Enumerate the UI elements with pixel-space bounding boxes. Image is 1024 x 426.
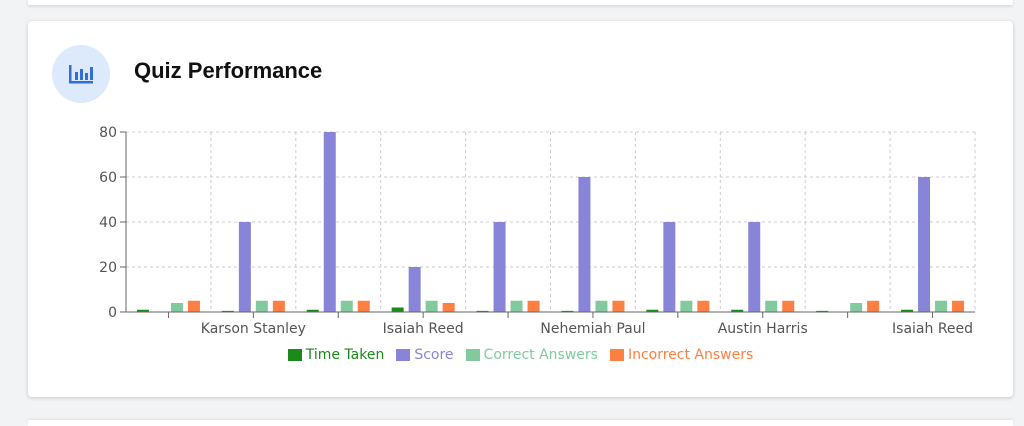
bar-time-taken [476, 310, 489, 312]
legend-label: Incorrect Answers [627, 347, 754, 363]
bar-incorrect-answers [272, 300, 285, 312]
legend-label: Time Taken [305, 347, 385, 363]
bar-time-taken [816, 310, 829, 312]
bar-incorrect-answers [442, 303, 455, 312]
legend-item[interactable]: Time Taken [287, 347, 385, 363]
y-tick-label: 0 [108, 305, 117, 321]
bar-incorrect-answers [867, 300, 880, 312]
quiz-performance-chart: 0 20 40 60 80 Karson Stanley Isaiah Reed Nehemi… [99, 125, 976, 337]
bar-score [748, 222, 761, 312]
bar-correct-answers [935, 300, 948, 312]
previous-card-edge [28, 0, 1013, 5]
bar-correct-answers [595, 300, 608, 312]
bar-correct-answers [680, 300, 693, 312]
bar-correct-answers [850, 303, 863, 312]
legend-item[interactable]: Score [396, 347, 454, 363]
bar-incorrect-answers [357, 300, 370, 312]
legend-swatch [465, 349, 480, 361]
bar-time-taken [561, 310, 574, 312]
bar-time-taken [646, 309, 659, 312]
bar-time-taken [731, 309, 744, 312]
y-tick-label: 40 [99, 215, 117, 231]
x-tick-label: Austin Harris [718, 321, 808, 337]
chart-legend: Time Taken Score Correct Answers Incorrect … [28, 347, 1013, 363]
y-tick-label: 60 [99, 170, 117, 186]
x-tick-label: Karson Stanley [201, 321, 306, 337]
bar-correct-answers [765, 300, 778, 312]
y-tick-label: 20 [99, 260, 117, 276]
legend-swatch [396, 349, 411, 361]
bar-score [408, 267, 421, 312]
bar-score [578, 177, 591, 312]
x-tick-label: Isaiah Reed [892, 321, 973, 337]
bar-incorrect-answers [527, 300, 540, 312]
bar-time-taken [901, 309, 914, 312]
bar-time-taken [221, 310, 234, 312]
bar-incorrect-answers [697, 300, 710, 312]
bar-score [663, 222, 676, 312]
x-tick-label: Nehemiah Paul [540, 321, 645, 337]
card-title: Quiz Performance [134, 58, 323, 83]
bar-time-taken [136, 309, 149, 312]
bar-chart-icon [69, 65, 93, 84]
y-tick-label: 80 [99, 125, 117, 141]
bar-score [323, 132, 336, 312]
legend-label: Score [414, 347, 454, 363]
quiz-performance-card: Quiz Performance 0 20 40 60 80 Karson Stanley… [28, 21, 1013, 397]
bar-incorrect-answers [612, 300, 625, 312]
bar-incorrect-answers [187, 300, 200, 312]
chart-icon-badge [52, 45, 110, 103]
bar-score [493, 222, 506, 312]
bar-correct-answers [340, 300, 353, 312]
bar-correct-answers [425, 300, 438, 312]
x-tick-label: Isaiah Reed [383, 321, 464, 337]
legend-item[interactable]: Incorrect Answers [609, 347, 754, 363]
legend-swatch [287, 349, 302, 361]
legend-swatch [609, 349, 624, 361]
legend-label: Correct Answers [483, 347, 598, 363]
bar-score [238, 222, 251, 312]
bar-time-taken [306, 309, 319, 312]
bar-correct-answers [255, 300, 268, 312]
legend-item[interactable]: Correct Answers [465, 347, 598, 363]
next-card-edge [28, 420, 1013, 426]
bar-incorrect-answers [782, 300, 795, 312]
bar-score [918, 177, 931, 312]
bar-time-taken [391, 307, 404, 312]
bar-correct-answers [170, 303, 183, 312]
bar-correct-answers [510, 300, 523, 312]
bar-incorrect-answers [952, 300, 965, 312]
